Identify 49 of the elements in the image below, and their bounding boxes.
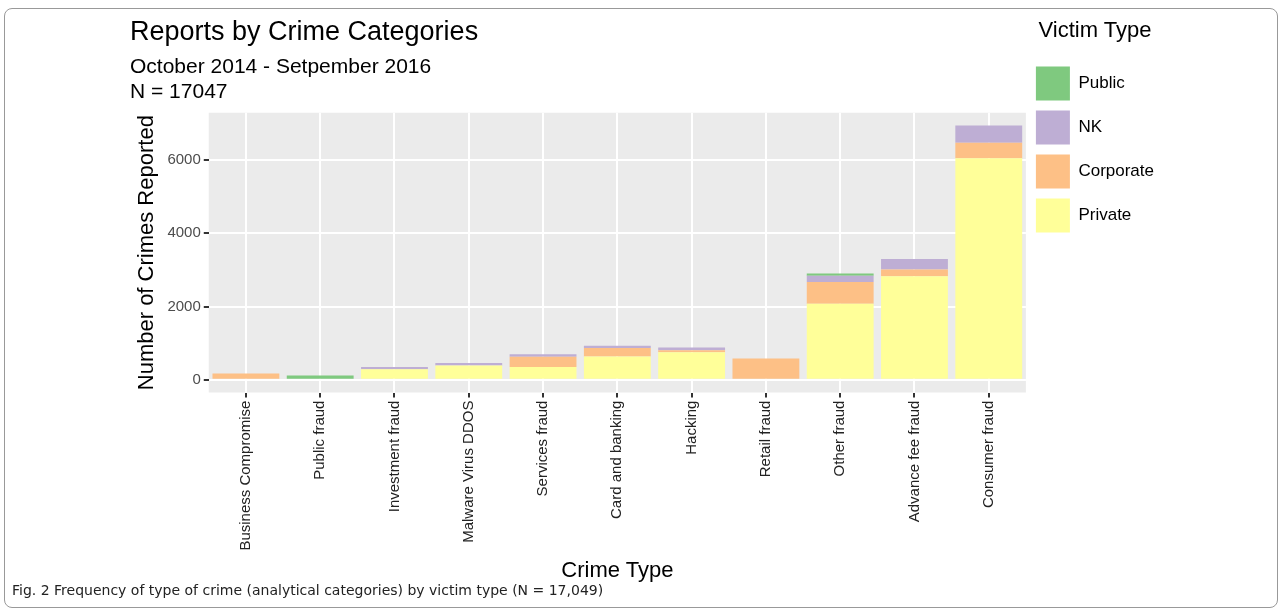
legend-label: NK: [1078, 117, 1103, 137]
y-tick-label: 2000: [167, 296, 201, 314]
bar: [509, 354, 577, 357]
bar: [509, 356, 577, 368]
legend-label: Public: [1078, 73, 1126, 93]
bar: [955, 142, 1023, 159]
caption: Fig. 2 Frequency of type of crime (analytical categories) by victim type (N = 17,049): [12, 582, 604, 598]
bar: [881, 269, 948, 277]
bar: [955, 158, 1023, 379]
bar: [732, 358, 800, 379]
legend-label: Corporate: [1078, 161, 1155, 181]
bar: [955, 125, 1023, 143]
chart-title: Reports by Crime Categories: [130, 15, 479, 46]
bar: [881, 258, 948, 270]
y-tick-label: 4000: [167, 223, 201, 241]
x-tick-label: Investment fraud: [384, 400, 402, 513]
legend-title: Victim Type: [1038, 17, 1152, 43]
legend-label: Private: [1078, 205, 1132, 225]
bar: [583, 345, 651, 348]
bar: [212, 373, 280, 379]
bar: [435, 362, 503, 366]
bar: [806, 275, 874, 283]
bar: [583, 356, 651, 379]
x-tick-label: Public fraud: [310, 400, 328, 480]
x-tick-label: Retail fraud: [756, 400, 774, 478]
y-tick-label: 6000: [167, 150, 201, 168]
bar: [509, 367, 577, 379]
y-axis-title: Number of Crimes Reported: [133, 115, 159, 391]
bar: [881, 276, 948, 379]
bar: [286, 375, 354, 379]
x-tick-label: Consumer fraud: [978, 400, 996, 509]
chart-subtitle: October 2014 - Setpember 2016 N = 17047: [130, 53, 432, 102]
x-axis-title: Crime Type: [561, 556, 674, 582]
bar: [806, 303, 874, 379]
x-tick-label: Advance fee fraud: [904, 400, 922, 523]
x-tick-label: Card and banking: [607, 400, 625, 519]
bar: [583, 347, 651, 357]
bar: [435, 365, 503, 379]
x-tick-label: Malware Virus DDOS: [458, 400, 476, 543]
x-tick-label: Services fraud: [533, 400, 551, 497]
x-tick-label: Hacking: [681, 400, 699, 455]
bar: [806, 273, 874, 276]
x-tick-label: Other fraud: [830, 400, 848, 477]
x-tick-label: Business Compromise: [236, 400, 254, 551]
bar: [361, 369, 428, 379]
bar: [806, 282, 874, 304]
y-tick-label: 0: [192, 369, 201, 387]
bar: [658, 352, 726, 379]
bar: [361, 367, 428, 370]
